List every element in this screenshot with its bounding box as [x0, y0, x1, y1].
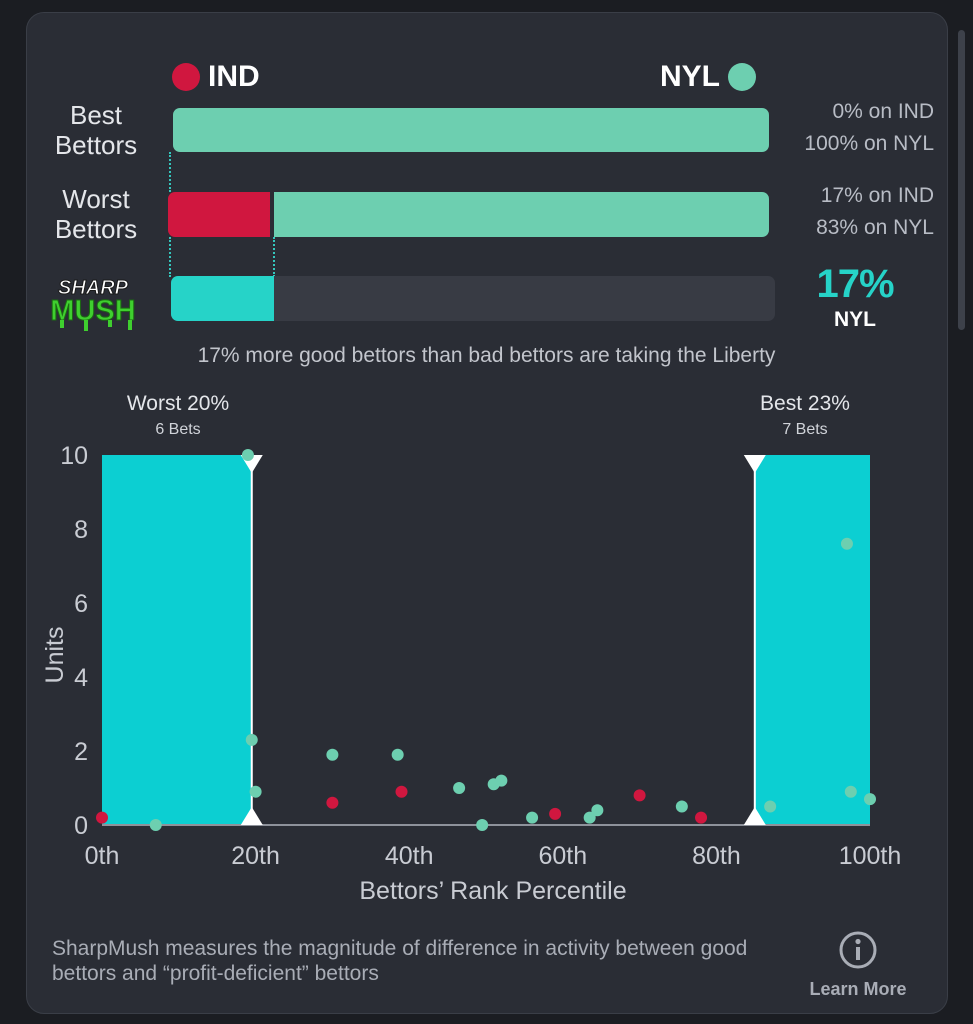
point-nyl	[391, 748, 404, 761]
point-nyl	[495, 774, 508, 787]
point-nyl	[591, 804, 604, 817]
zone-marker-top-triangle-1	[743, 455, 766, 473]
y-tick-label: 2	[74, 738, 88, 766]
sharpmush-logo-icon: SHARP MUSH	[50, 277, 136, 331]
x-tick-label: 60th	[538, 842, 587, 870]
best-bettors-bar	[173, 108, 769, 152]
best-bar-nyl-segment	[173, 108, 769, 152]
team-left: IND	[172, 60, 260, 94]
point-ind	[96, 811, 108, 824]
best-pct-nyl: 100% on NYL	[804, 132, 934, 155]
best-pct-ind: 0% on IND	[832, 100, 934, 123]
learn-more-button[interactable]: Learn More	[800, 930, 916, 1000]
x-tick-label: 0th	[85, 842, 120, 870]
point-nyl	[840, 537, 853, 550]
y-tick-label: 10	[60, 442, 88, 470]
point-nyl	[864, 793, 876, 806]
y-tick-label: 6	[74, 590, 88, 618]
best-label-line1: Best	[69, 100, 123, 130]
worst-zone-subtitle: 6 Bets	[155, 421, 201, 438]
worst-bar-nyl-segment	[270, 192, 769, 237]
worst-bettors-pcts: 17% on IND 83% on NYL	[770, 180, 934, 244]
point-nyl	[245, 733, 258, 746]
x-tick-label: 20th	[231, 842, 280, 870]
point-ind	[549, 807, 562, 820]
best-label-line2: Bettors	[54, 130, 138, 160]
nyl-dot-icon	[728, 63, 756, 91]
zone-marker-bottom-triangle-0	[240, 807, 263, 825]
point-nyl	[764, 800, 777, 813]
x-tick-label: 40th	[385, 842, 434, 870]
highlight-zone-0	[102, 455, 252, 825]
y-tick-label: 8	[74, 516, 88, 544]
best-zone-subtitle: 7 Bets	[782, 421, 828, 438]
point-ind	[326, 796, 339, 809]
ind-dot-icon	[172, 63, 200, 91]
logo-text-mush: MUSH	[50, 295, 135, 327]
x-tick-label: 100th	[839, 842, 902, 870]
y-axis-label: Units	[41, 627, 69, 684]
point-ind	[695, 811, 708, 824]
point-nyl	[526, 811, 539, 824]
worst-label-line2: Bettors	[54, 214, 138, 244]
guide-line-start	[169, 152, 171, 192]
team-right-code: NYL	[660, 60, 720, 93]
y-tick-label: 4	[74, 664, 88, 692]
point-nyl	[326, 748, 339, 761]
point-ind	[395, 785, 408, 798]
team-right: NYL	[660, 60, 756, 94]
highlight-zone-1	[754, 455, 870, 825]
point-ind	[633, 789, 646, 802]
worst-label-line1: Worst	[62, 184, 130, 214]
footer-description: SharpMush measures the magnitude of diff…	[52, 937, 748, 985]
guide-line-diff	[272, 237, 275, 277]
logo-text-sharp: SHARP	[58, 277, 129, 299]
point-nyl	[453, 782, 466, 794]
worst-bettors-bar	[168, 192, 769, 237]
sharpmush-summary: 17% more good bettors than bad bettors a…	[197, 344, 776, 367]
sharpmush-team: NYL	[834, 308, 876, 331]
y-tick-label: 0	[74, 812, 88, 840]
worst-pct-nyl: 83% on NYL	[816, 216, 934, 239]
point-nyl	[675, 800, 688, 813]
best-zone-title: Best 23%	[760, 392, 850, 415]
learn-more-label[interactable]: Learn More	[809, 979, 907, 999]
x-axis-label: Bettors’ Rank Percentile	[359, 877, 626, 905]
point-nyl	[583, 811, 596, 824]
guide-line-start-2	[169, 237, 171, 277]
zone-marker-bottom-triangle-1	[743, 807, 766, 825]
worst-pct-ind: 17% on IND	[820, 184, 934, 207]
sharpmush-bar	[171, 276, 775, 321]
info-icon[interactable]	[838, 930, 878, 970]
scrollbar[interactable]	[958, 30, 965, 330]
point-nyl	[249, 785, 262, 798]
team-left-code: IND	[208, 60, 260, 93]
point-nyl	[844, 785, 857, 798]
x-tick-label: 80th	[692, 842, 741, 870]
worst-bar-ind-segment	[168, 192, 271, 237]
best-bettors-pcts: 0% on IND 100% on NYL	[770, 96, 934, 160]
point-nyl	[241, 449, 254, 461]
point-nyl	[149, 819, 162, 831]
sharpmush-bar-fill	[171, 276, 274, 321]
point-nyl	[476, 819, 489, 831]
worst-zone-title: Worst 20%	[126, 392, 230, 415]
best-bettors-label: Best Bettors	[40, 100, 152, 160]
worst-bettors-label: Worst Bettors	[40, 184, 152, 244]
sharpmush-value: 17%	[816, 262, 894, 306]
